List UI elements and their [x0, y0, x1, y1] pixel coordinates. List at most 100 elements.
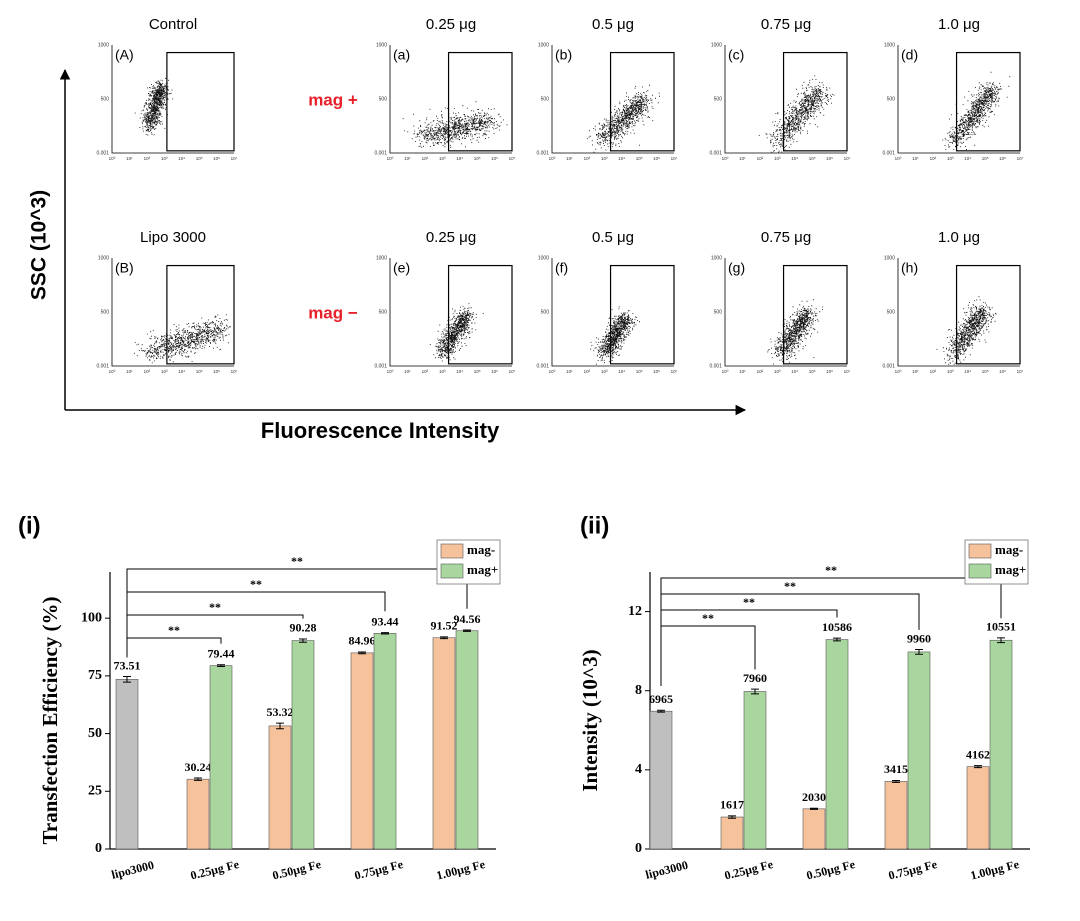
flow-x-tick: 10⁶: [999, 369, 1006, 374]
gate: [166, 51, 235, 152]
flow-y-tick: 0.001: [882, 363, 895, 369]
error-bar: [358, 651, 366, 655]
legend-swatch: [968, 563, 992, 579]
gate: [782, 51, 848, 152]
panel-tag: (b): [555, 47, 572, 63]
panel-tag: (e): [393, 260, 410, 276]
panel-title: 0.25 μg: [426, 229, 476, 246]
error-bar: [974, 765, 982, 769]
flow-x-tick: 10¹: [126, 156, 133, 161]
plot-frame: [389, 258, 512, 367]
legend-label: mag+: [467, 562, 498, 577]
fluorescence-label: Fluorescence Intensity: [261, 418, 500, 443]
significance-bracket: [126, 591, 386, 652]
scatter-cloud: [429, 303, 484, 362]
bar: [115, 679, 139, 850]
flow-y-tick: 1000: [538, 42, 549, 48]
panel-title: 0.75 μg: [761, 229, 811, 246]
flow-x-tick: 10¹: [912, 156, 919, 161]
panel-title: Lipo 3000: [140, 229, 206, 246]
scatter-cloud: [402, 101, 508, 152]
plot-frame: [111, 45, 234, 154]
value-label: 94.56: [454, 612, 481, 626]
flow-x-tick: 10⁵: [636, 156, 643, 161]
error-bar: [276, 722, 284, 730]
value-label: 91.52: [431, 619, 458, 633]
bar: [720, 816, 744, 850]
gate: [609, 51, 675, 152]
error-bar: [440, 636, 448, 640]
flow-y-tick: 1000: [376, 255, 387, 261]
panel-title: 1.0 μg: [938, 16, 980, 33]
error-bar: [194, 777, 202, 781]
flow-y-tick: 1000: [98, 255, 109, 261]
flow-x-tick: 10¹: [739, 369, 746, 374]
flow-x-tick: 10⁵: [474, 369, 481, 374]
flow-x-tick: 10²: [930, 156, 937, 161]
value-label: 53.32: [267, 705, 294, 719]
scatter-cloud: [942, 71, 1011, 150]
flow-x-tick: 10⁰: [549, 156, 556, 161]
flow-y-tick: 500: [887, 309, 896, 315]
flow-x-tick: 10⁴: [456, 156, 463, 161]
scatter-cloud: [936, 296, 997, 365]
flow-x-tick: 10¹: [912, 369, 919, 374]
bar: [373, 633, 397, 850]
row-label: mag +: [308, 90, 358, 109]
flow-x-tick: 10³: [947, 369, 954, 374]
error-bar: [217, 664, 225, 668]
flow-x-tick: 10⁰: [387, 156, 394, 161]
significance-bracket: [660, 593, 920, 654]
flow-y-tick: 1000: [711, 42, 722, 48]
panel-tag: (d): [901, 47, 918, 63]
legend-swatch: [968, 543, 992, 559]
plot-frame: [724, 45, 847, 154]
plot-frame: [551, 45, 674, 154]
plot-frame: [897, 45, 1020, 154]
flow-x-tick: 10⁵: [474, 156, 481, 161]
bar-chart: (ii) Intensity (10^3) 0 4 8 12 lipo3000 0.25μg …: [578, 512, 1030, 883]
flow-x-tick: 10⁴: [791, 156, 798, 161]
scatter-cloud: [134, 314, 231, 364]
flow-x-tick: 10⁶: [213, 156, 220, 161]
flow-x-tick: 10⁰: [895, 156, 902, 161]
bar: [743, 691, 767, 850]
error-bar: [463, 629, 471, 632]
panel-title: 0.25 μg: [426, 16, 476, 33]
panel-title: Control: [149, 16, 197, 33]
flow-x-tick: 10²: [422, 156, 429, 161]
flow-y-tick: 0.001: [882, 150, 895, 156]
flow-y-tick: 500: [101, 309, 110, 315]
flow-x-tick: 10⁴: [618, 156, 625, 161]
flow-x-tick: 10⁶: [491, 369, 498, 374]
flow-x-tick: 10⁴: [456, 369, 463, 374]
flow-x-tick: 10⁶: [826, 369, 833, 374]
panel-title: 0.5 μg: [592, 229, 634, 246]
significance-label: **: [250, 577, 262, 591]
flow-x-tick: 10¹: [404, 156, 411, 161]
flow-x-tick: 10¹: [739, 156, 746, 161]
flow-x-tick: 10⁷: [1017, 369, 1024, 374]
y-axis-label: Transfection Efficiency (%): [38, 596, 62, 844]
flow-x-tick: 10¹: [566, 369, 573, 374]
significance-label: **: [168, 623, 180, 637]
gate: [782, 264, 848, 365]
bar: [966, 766, 990, 850]
flow-y-tick: 0.001: [374, 150, 387, 156]
flow-x-tick: 10⁰: [387, 369, 394, 374]
value-label: 3415: [884, 762, 908, 776]
error-bar: [123, 676, 131, 683]
significance-bracket: [660, 577, 1002, 638]
flow-y-tick: 500: [101, 96, 110, 102]
y-tick-label: 0: [635, 841, 642, 856]
flow-x-tick: 10¹: [126, 369, 133, 374]
y-axis-label: Intensity (10^3): [578, 649, 602, 791]
y-tick-label: 8: [635, 683, 642, 698]
error-bar: [833, 637, 841, 642]
flow-y-tick: 1000: [884, 42, 895, 48]
plot-frame: [111, 258, 234, 367]
